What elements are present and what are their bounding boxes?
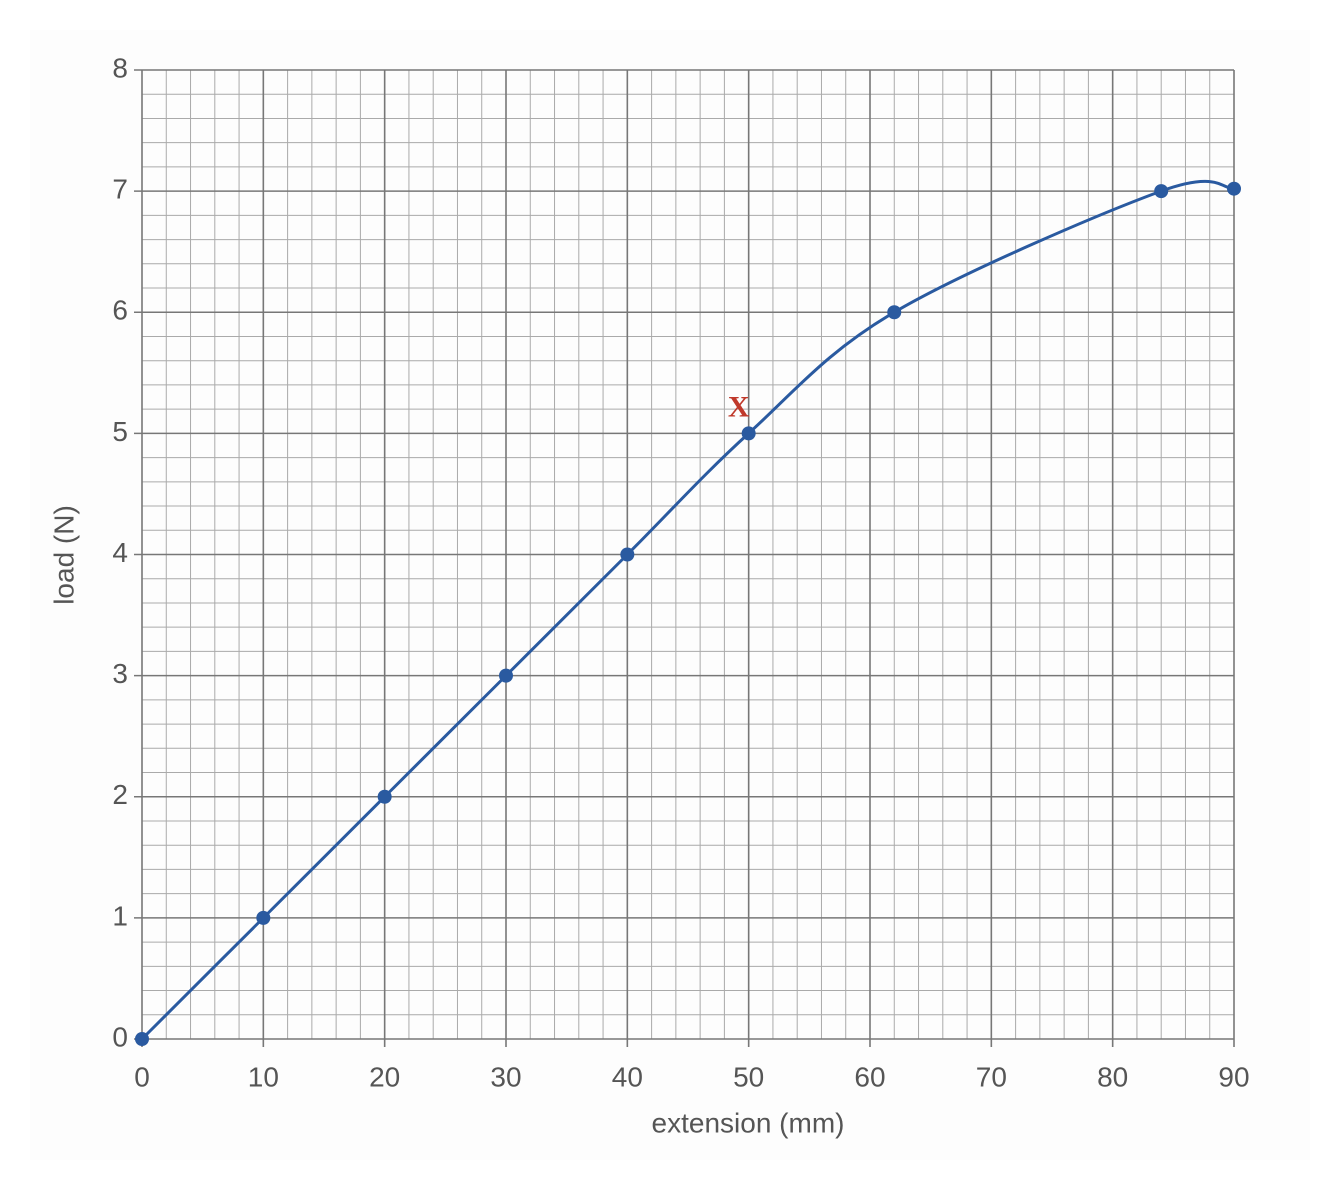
x-axis-label: extension (mm) xyxy=(652,1107,845,1138)
y-tick-label: 2 xyxy=(112,779,128,810)
x-tick-label: 30 xyxy=(490,1061,521,1092)
y-axis-label: load (N) xyxy=(48,505,79,605)
y-tick-label: 6 xyxy=(112,295,128,326)
point xyxy=(620,547,635,562)
y-tick-label: 3 xyxy=(112,658,128,689)
x-tick-label: 40 xyxy=(612,1061,643,1092)
point xyxy=(741,426,756,441)
x-tick-label: 0 xyxy=(134,1061,150,1092)
x-tick-label: 50 xyxy=(733,1061,764,1092)
point xyxy=(499,668,513,683)
x-tick-label: 60 xyxy=(854,1061,885,1092)
y-tick-label: 4 xyxy=(112,537,128,568)
y-tick-label: 0 xyxy=(112,1021,128,1052)
point xyxy=(1154,184,1169,199)
point xyxy=(377,789,392,804)
point xyxy=(256,910,271,925)
point xyxy=(887,305,902,320)
x-tick-label: 10 xyxy=(248,1061,279,1092)
y-tick-label: 7 xyxy=(112,174,128,205)
annotation: X xyxy=(728,390,750,423)
x-tick-label: 70 xyxy=(976,1061,1007,1092)
background xyxy=(30,30,1310,1160)
x-tick-label: 80 xyxy=(1097,1061,1128,1092)
point xyxy=(135,1032,149,1046)
y-tick-label: 1 xyxy=(112,900,128,931)
x-tick-label: 90 xyxy=(1218,1061,1249,1092)
x-tick-label: 20 xyxy=(369,1061,400,1092)
point xyxy=(1227,181,1241,196)
y-tick-label: 8 xyxy=(112,52,128,83)
y-tick-label: 5 xyxy=(112,416,128,447)
